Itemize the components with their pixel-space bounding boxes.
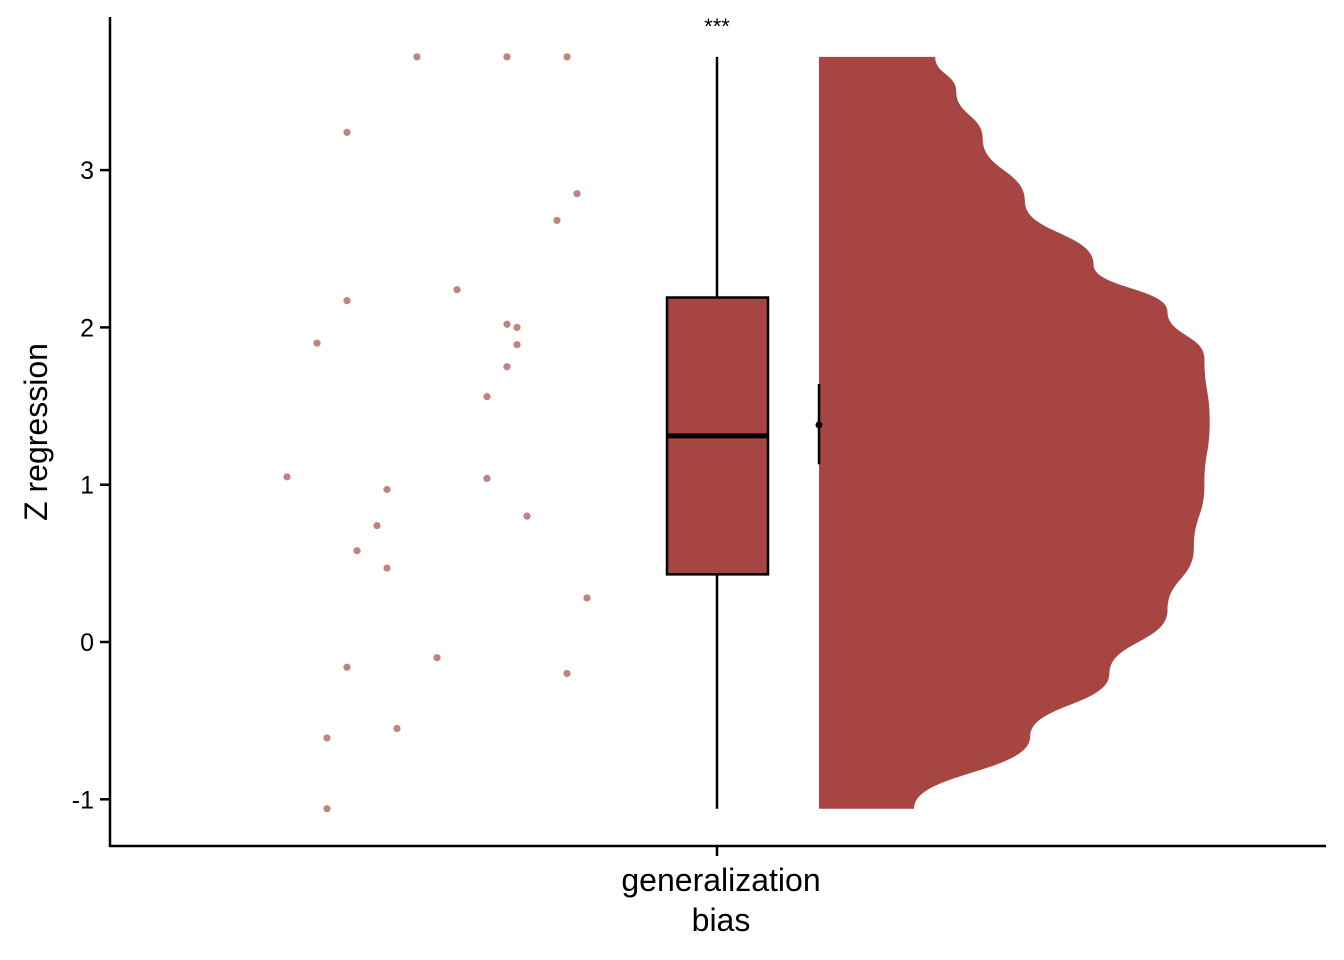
- raw-points-layer: [283, 53, 591, 813]
- data-point: [283, 473, 291, 481]
- data-point: [583, 594, 591, 602]
- y-axis-title: Z regression: [18, 343, 54, 521]
- data-point: [323, 805, 331, 813]
- data-point: [503, 53, 511, 61]
- data-point: [563, 669, 571, 678]
- x-category-label: generalization: [621, 862, 820, 898]
- data-point: [343, 128, 351, 136]
- data-point: [343, 297, 351, 305]
- data-point: [523, 512, 531, 520]
- data-point: [513, 341, 521, 349]
- data-point: [453, 286, 461, 294]
- data-point: [513, 323, 521, 331]
- mean-ci-layer: [815, 384, 823, 465]
- x-category-label: bias: [692, 902, 751, 938]
- data-point: [383, 564, 391, 572]
- data-point: [373, 521, 381, 530]
- data-point: [313, 339, 321, 347]
- data-point: [563, 53, 571, 61]
- data-point: [383, 485, 391, 494]
- significance-annotation: ***: [704, 14, 730, 39]
- data-point: [343, 663, 351, 671]
- data-point: [483, 474, 491, 483]
- mean-point: [815, 421, 823, 429]
- data-point: [353, 547, 361, 555]
- data-point: [393, 724, 401, 733]
- y-ticks-layer: -1 0 1 2 3: [72, 157, 110, 814]
- density-cloud: [819, 56, 1210, 809]
- y-tick-label: 2: [80, 314, 94, 342]
- y-tick-label: 1: [80, 472, 94, 500]
- data-point: [503, 320, 511, 328]
- data-point: [413, 53, 421, 61]
- data-point: [573, 190, 581, 198]
- density-cloud-layer: [819, 56, 1210, 809]
- boxplot-layer: [665, 56, 770, 809]
- data-point: [433, 654, 441, 662]
- data-point: [553, 216, 561, 225]
- y-tick-label: 3: [80, 157, 94, 185]
- data-point: [503, 363, 511, 371]
- y-tick-label: -1: [72, 786, 94, 814]
- x-ticks-layer: generalization bias: [621, 846, 821, 938]
- data-point: [483, 393, 491, 401]
- data-point: [323, 734, 331, 742]
- y-tick-label: 0: [80, 629, 94, 657]
